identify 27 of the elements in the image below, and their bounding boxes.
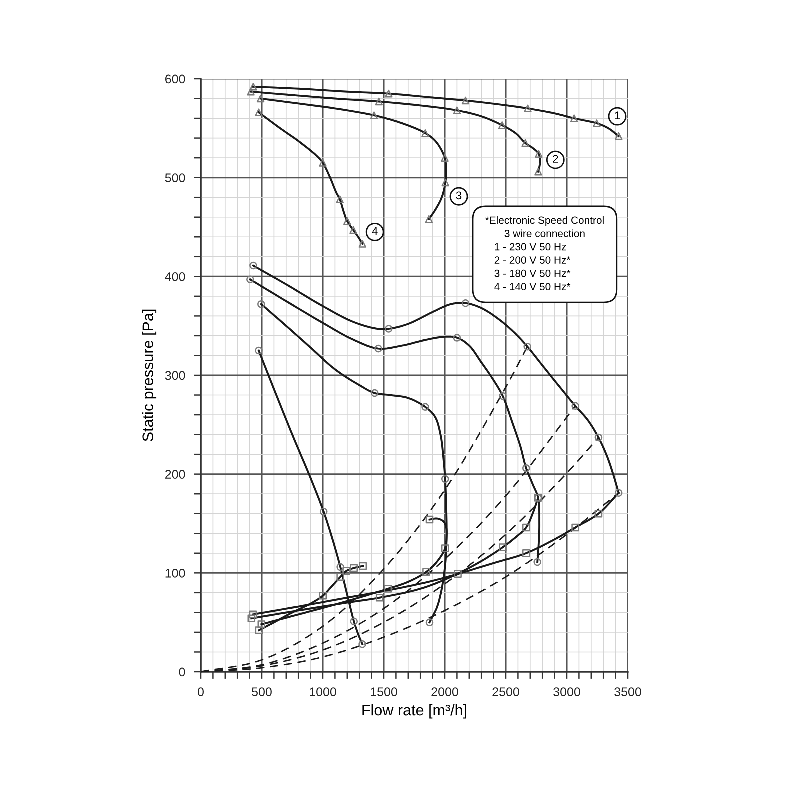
x-tick-label: 500: [252, 688, 272, 696]
annotation: 3 wire connection: [504, 230, 585, 238]
annotation: 3 - 180 V 50 Hz*: [494, 270, 571, 278]
annotation: *Electronic Speed Control: [485, 216, 604, 226]
y-tick-label: 600: [166, 74, 186, 84]
annotation: 3: [456, 192, 462, 200]
annotation: 2 - 200 V 50 Hz*: [494, 256, 571, 264]
x-tick-label: 2500: [492, 688, 520, 696]
x-tick-label: 3000: [554, 688, 580, 696]
annotation: 4: [372, 227, 378, 236]
annotation: 1: [615, 112, 620, 120]
x-tick-label: 3500: [614, 688, 642, 696]
y-tick-label: 500: [165, 174, 186, 182]
x-tick-label: 1000: [310, 688, 336, 696]
x-axis-title: Flow rate [m³/h]: [362, 704, 466, 719]
annotation: 4 - 140 V 50 Hz*: [494, 283, 571, 291]
annotation: 1 - 230 V 50 Hz: [495, 243, 566, 251]
annotation: 2: [553, 155, 558, 163]
x-tick-label: 2000: [432, 688, 458, 696]
y-tick-label: 100: [166, 568, 186, 578]
y-tick-label: 0: [179, 668, 186, 677]
x-tick-label: 0: [198, 688, 204, 696]
y-tick-label: 200: [166, 470, 186, 479]
y-axis-title: Static pressure [Pa]: [142, 310, 157, 442]
y-tick-label: 400: [165, 272, 186, 282]
y-tick-label: 300: [165, 371, 186, 380]
x-tick-label: 1500: [371, 688, 398, 696]
